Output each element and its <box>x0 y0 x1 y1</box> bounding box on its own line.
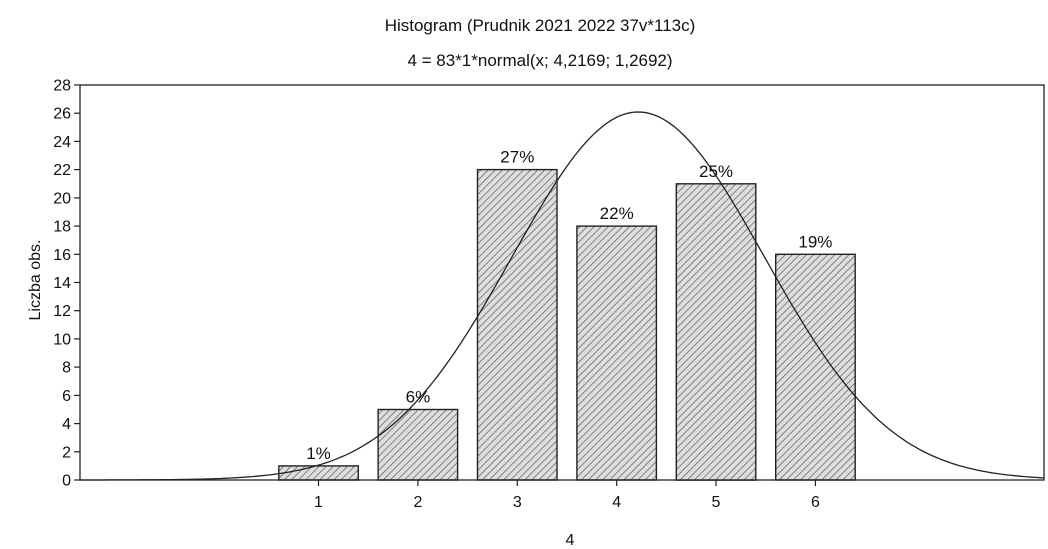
y-tick-label: 22 <box>53 162 71 179</box>
y-tick-label: 12 <box>53 303 71 320</box>
x-tick-label: 2 <box>413 494 422 511</box>
chart-subtitle: 4 = 83*1*normal(x; 4,2169; 1,2692) <box>407 51 672 70</box>
histogram-bar <box>476 168 558 481</box>
y-tick-label: 24 <box>53 134 71 151</box>
y-tick-label: 10 <box>53 331 71 348</box>
curve-layer <box>80 111 1045 481</box>
y-tick-label: 8 <box>62 360 71 377</box>
x-axis-ticks: 1 2 3 4 5 6 <box>314 480 820 511</box>
histogram-bar <box>775 253 856 481</box>
bar-percent-label: 6% <box>406 388 431 407</box>
bar-percent-label: 22% <box>600 204 634 223</box>
y-tick-label: 26 <box>53 106 71 123</box>
bars-layer <box>278 168 856 481</box>
x-tick-label: 6 <box>811 494 820 511</box>
x-tick-label: 1 <box>314 494 323 511</box>
y-axis-label: Liczba obs. <box>27 240 44 321</box>
bar-percent-label: 25% <box>699 162 733 181</box>
y-tick-label: 6 <box>62 388 71 405</box>
y-tick-label: 2 <box>62 444 71 461</box>
bar-percent-label: 19% <box>798 232 832 251</box>
histogram-bar <box>278 465 359 481</box>
chart-title: Histogram (Prudnik 2021 2022 37v*113c) <box>385 16 696 35</box>
x-tick-label: 5 <box>712 494 721 511</box>
normal-fit-curve <box>80 111 1045 481</box>
y-tick-label: 14 <box>53 275 71 292</box>
histogram-bar <box>576 225 658 481</box>
y-tick-label: 18 <box>53 219 71 236</box>
x-tick-label: 3 <box>513 494 522 511</box>
bar-percent-label: 1% <box>306 444 331 463</box>
y-tick-label: 16 <box>53 247 71 264</box>
y-tick-label: 28 <box>53 78 71 95</box>
histogram-bar <box>377 408 459 481</box>
plot-frame <box>79 84 1045 481</box>
histogram-bar <box>675 183 757 481</box>
bar-percent-label: 27% <box>500 148 534 167</box>
y-tick-label: 0 <box>62 473 71 490</box>
x-tick-label: 4 <box>612 494 621 511</box>
y-tick-label: 4 <box>62 416 71 433</box>
y-tick-label: 20 <box>53 190 71 207</box>
bar-labels-layer: 1% 6% 27% 22% 25% 19% <box>306 148 832 463</box>
x-axis-label: 4 <box>566 532 575 549</box>
